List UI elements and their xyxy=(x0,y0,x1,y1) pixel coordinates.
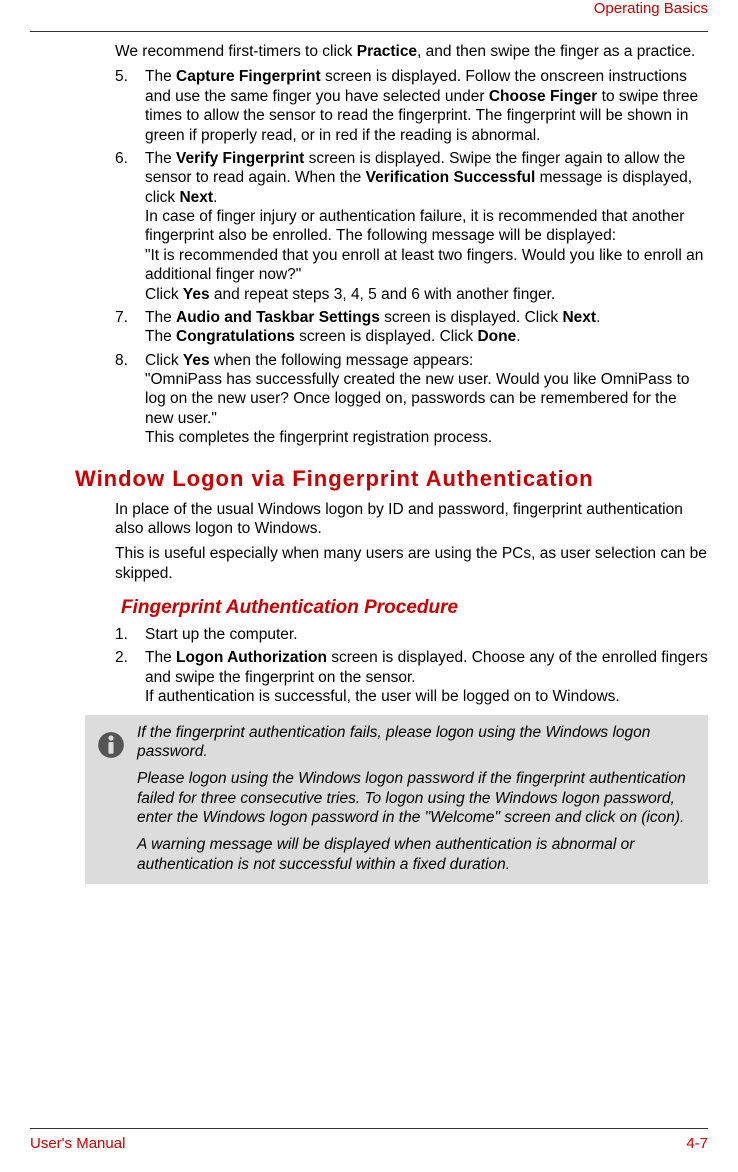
step-text: The Verify Fingerprint screen is display… xyxy=(145,149,708,304)
step-number: 8. xyxy=(115,351,145,448)
step-number: 5. xyxy=(115,67,145,145)
section-paragraph: In place of the usual Windows logon by I… xyxy=(115,500,708,539)
note-paragraph: If the fingerprint authentication fails,… xyxy=(137,723,698,762)
step-number: 2. xyxy=(115,648,145,706)
page-number: 4-7 xyxy=(686,1135,708,1152)
practice-label: Practice xyxy=(357,43,417,60)
chapter-title: Operating Basics xyxy=(0,0,738,19)
step-6: 6. The Verify Fingerprint screen is disp… xyxy=(115,149,708,304)
page-footer: User's Manual 4-7 xyxy=(30,1128,708,1152)
note-paragraph: A warning message will be displayed when… xyxy=(137,835,698,874)
step-text: The Audio and Taskbar Settings screen is… xyxy=(145,308,708,347)
step-text: Start up the computer. xyxy=(145,625,708,644)
note-text: If the fingerprint authentication fails,… xyxy=(137,723,698,875)
info-note-box: If the fingerprint authentication fails,… xyxy=(85,715,708,885)
section-paragraph: This is useful especially when many user… xyxy=(115,544,708,583)
note-paragraph: Please logon using the Windows logon pas… xyxy=(137,769,698,827)
section-heading: Window Logon via Fingerprint Authenticat… xyxy=(75,466,708,492)
step-number: 6. xyxy=(115,149,145,304)
step-text: The Logon Authorization screen is displa… xyxy=(145,648,708,706)
proc-step-1: 1. Start up the computer. xyxy=(115,625,708,644)
step-number: 7. xyxy=(115,308,145,347)
step-number: 1. xyxy=(115,625,145,644)
info-icon xyxy=(97,723,137,764)
intro-text-after: , and then swipe the finger as a practic… xyxy=(417,43,695,60)
intro-paragraph: We recommend first-timers to click Pract… xyxy=(115,42,708,61)
step-7: 7. The Audio and Taskbar Settings screen… xyxy=(115,308,708,347)
step-text: The Capture Fingerprint screen is displa… xyxy=(145,67,708,145)
step-5: 5. The Capture Fingerprint screen is dis… xyxy=(115,67,708,145)
step-text: Click Yes when the following message app… xyxy=(145,351,708,448)
proc-step-2: 2. The Logon Authorization screen is dis… xyxy=(115,648,708,706)
intro-text: We recommend first-timers to click xyxy=(115,43,357,60)
subheading: Fingerprint Authentication Procedure xyxy=(121,597,708,619)
step-8: 8. Click Yes when the following message … xyxy=(115,351,708,448)
footer-title: User's Manual xyxy=(30,1135,125,1152)
